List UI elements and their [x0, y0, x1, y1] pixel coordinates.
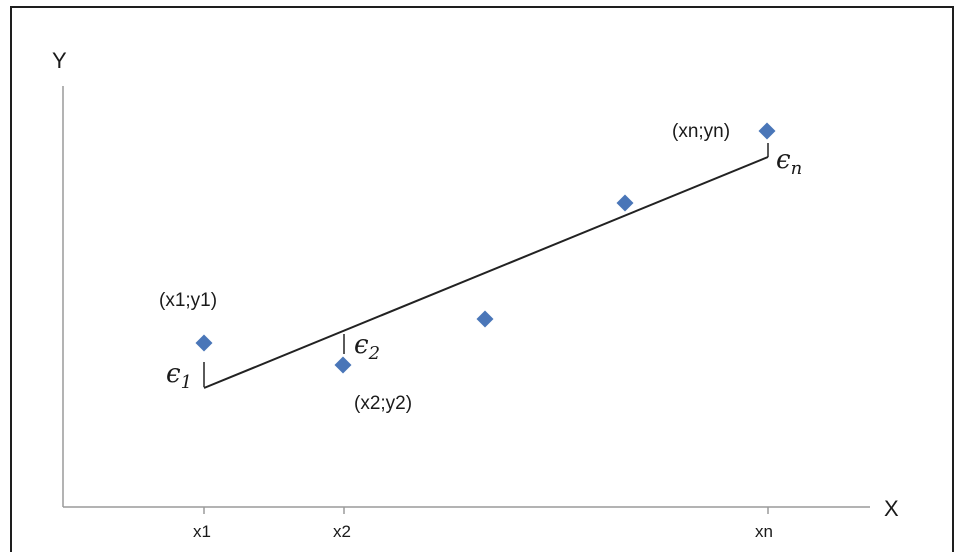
error-subscript-2: 2 [368, 343, 380, 364]
x-tick-label-1: x1 [193, 522, 211, 541]
error-symbol-2: ϵ [354, 330, 369, 360]
data-point-2 [334, 356, 352, 374]
regression-line [203, 156, 769, 389]
point-label-2: (x2;y2) [354, 393, 412, 414]
error-symbol-1: ϵ [166, 359, 181, 389]
y-axis-label: Y [52, 48, 67, 73]
error-symbol-n: ϵ [776, 145, 791, 175]
data-point-4 [616, 194, 634, 212]
error-subscript-n: n [791, 158, 803, 179]
x-tick-label-2: x2 [333, 522, 351, 541]
error-label-n: ϵn [776, 145, 802, 179]
diagram-frame [10, 6, 954, 552]
error-label-1: ϵ1 [166, 359, 192, 393]
error-label-2: ϵ2 [354, 330, 380, 364]
point-label-n: (xn;yn) [672, 121, 730, 142]
x-axis-label: X [884, 496, 899, 521]
x-tick-label-n: xn [755, 522, 773, 541]
data-point-n [758, 122, 776, 140]
data-point-1 [195, 334, 213, 352]
point-label-1: (x1;y1) [159, 290, 217, 311]
error-subscript-1: 1 [181, 372, 192, 393]
data-point-3 [476, 310, 494, 328]
